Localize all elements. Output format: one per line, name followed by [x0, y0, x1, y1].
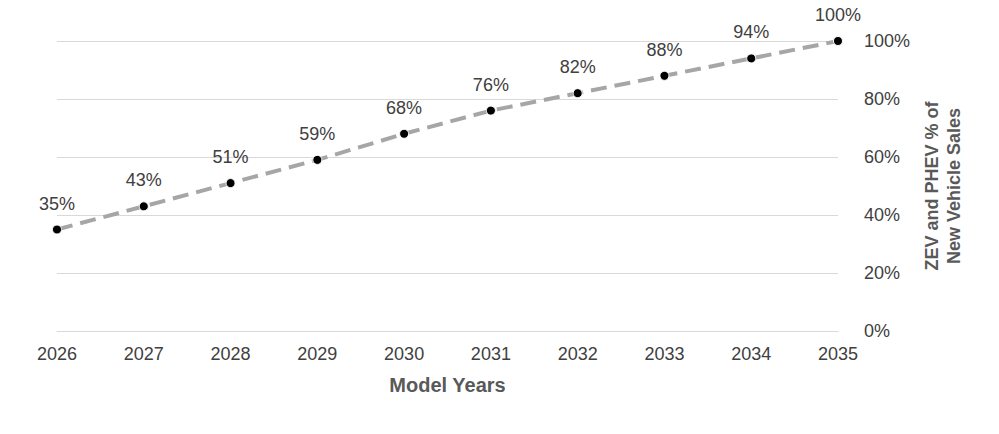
- svg-text:76%: 76%: [473, 75, 509, 95]
- svg-text:0%: 0%: [864, 321, 890, 341]
- svg-text:88%: 88%: [646, 40, 682, 60]
- svg-text:2030: 2030: [384, 344, 424, 364]
- svg-text:43%: 43%: [126, 170, 162, 190]
- svg-text:2026: 2026: [37, 344, 77, 364]
- svg-text:2029: 2029: [297, 344, 337, 364]
- svg-text:35%: 35%: [39, 194, 75, 214]
- svg-text:68%: 68%: [386, 98, 422, 118]
- svg-text:2028: 2028: [211, 344, 251, 364]
- svg-text:2031: 2031: [471, 344, 511, 364]
- svg-text:60%: 60%: [864, 147, 900, 167]
- svg-text:Model Years: Model Years: [389, 374, 505, 396]
- svg-text:100%: 100%: [815, 5, 861, 25]
- svg-text:94%: 94%: [733, 22, 769, 42]
- svg-text:59%: 59%: [299, 124, 335, 144]
- svg-text:2034: 2034: [731, 344, 771, 364]
- svg-text:100%: 100%: [864, 31, 910, 51]
- svg-text:20%: 20%: [864, 263, 900, 283]
- svg-text:ZEV and PHEV % of: ZEV and PHEV % of: [922, 100, 942, 270]
- svg-text:40%: 40%: [864, 205, 900, 225]
- svg-text:New Vehicle Sales: New Vehicle Sales: [944, 108, 964, 264]
- svg-text:51%: 51%: [213, 147, 249, 167]
- svg-text:82%: 82%: [560, 57, 596, 77]
- svg-text:2027: 2027: [124, 344, 164, 364]
- svg-text:80%: 80%: [864, 89, 900, 109]
- svg-text:2032: 2032: [558, 344, 598, 364]
- svg-text:2033: 2033: [644, 344, 684, 364]
- svg-text:2035: 2035: [818, 344, 858, 364]
